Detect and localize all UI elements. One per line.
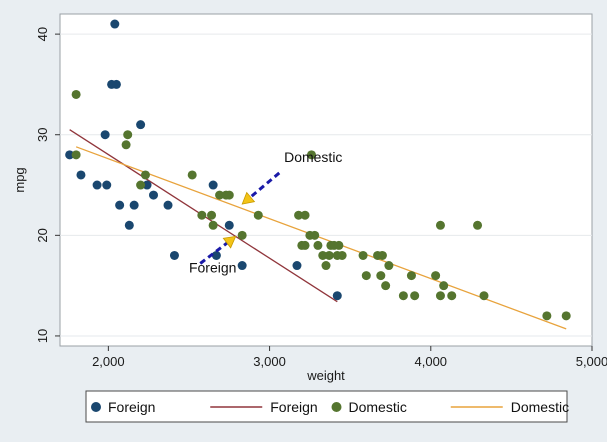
domestic-annotation-arrow-shaft	[249, 171, 281, 199]
legend-domestic-label: Domestic	[349, 399, 407, 415]
foreign-point	[332, 291, 342, 301]
domestic-point	[384, 261, 394, 271]
gridlines	[60, 33, 592, 337]
domestic-annotation-label: Domestic	[284, 149, 342, 165]
domestic-point	[334, 240, 344, 250]
domestic-point	[224, 190, 234, 200]
domestic-point	[561, 311, 571, 321]
domestic-point	[439, 281, 449, 291]
foreign-point	[115, 200, 125, 210]
domestic-point	[71, 150, 81, 160]
foreign-annotation-arrow-shaft	[199, 241, 228, 265]
legend-foreign-marker	[91, 402, 101, 412]
domestic-point	[215, 190, 225, 200]
y-tick-label: 30	[35, 127, 50, 141]
y-tick-label: 20	[35, 228, 50, 242]
domestic-point	[310, 230, 320, 240]
domestic-point	[207, 210, 217, 220]
legend-domestic-marker	[331, 402, 342, 412]
foreign-point	[100, 130, 110, 140]
foreign-point	[237, 261, 247, 271]
domestic-point	[431, 271, 441, 281]
plot-area	[59, 13, 593, 347]
domestic-point	[197, 210, 207, 220]
domestic-point	[377, 250, 387, 260]
domestic-point	[542, 311, 552, 321]
domestic-point	[324, 250, 334, 260]
domestic-point	[337, 250, 347, 260]
domestic-annotation-arrowhead	[241, 191, 256, 205]
annotations: Domestic Foreign	[189, 149, 342, 276]
domestic-point	[358, 250, 368, 260]
domestic-point	[306, 150, 316, 160]
domestic-point	[381, 281, 391, 291]
x-tick-label: 2,000	[92, 354, 125, 369]
domestic-point	[398, 291, 408, 301]
foreign-point	[65, 150, 75, 160]
foreign-point	[163, 200, 173, 210]
foreign-point	[142, 180, 152, 190]
domestic-point	[136, 180, 146, 190]
foreign-point	[208, 180, 218, 190]
domestic-point	[435, 220, 445, 230]
domestic-point	[237, 230, 247, 240]
domestic-point	[435, 291, 445, 301]
domestic-point	[376, 271, 386, 281]
legend-domestic-fit-label: Domestic	[511, 399, 569, 415]
foreign-point	[292, 261, 302, 271]
domestic-point	[300, 210, 310, 220]
domestic-point	[318, 250, 328, 260]
foreign-annotation-arrowhead	[222, 235, 237, 249]
domestic-point	[361, 271, 371, 281]
foreign-point	[92, 180, 102, 190]
y-tick-label: 10	[35, 329, 50, 343]
domestic-point	[71, 89, 81, 99]
x-tick-label: 5,000	[576, 354, 607, 369]
domestic-point	[410, 291, 420, 301]
foreign-point	[136, 120, 146, 130]
foreign-point	[149, 190, 159, 200]
x-tick-label: 3,000	[253, 354, 286, 369]
foreign-point	[110, 19, 120, 29]
domestic-point	[294, 210, 304, 220]
domestic-point	[140, 170, 150, 180]
foreign-point	[224, 220, 234, 230]
domestic-point	[473, 220, 483, 230]
domestic-point	[253, 210, 263, 220]
legend-foreign-label: Foreign	[108, 399, 155, 415]
x-axis-title: weight	[306, 368, 345, 383]
foreign-point	[211, 250, 221, 260]
legend: Foreign Foreign Domestic Domestic	[85, 390, 569, 423]
foreign-point	[124, 220, 134, 230]
domestic-point	[447, 291, 457, 301]
foreign-point	[102, 180, 112, 190]
foreign-annotation-label: Foreign	[189, 260, 236, 276]
domestic-point	[479, 291, 489, 301]
domestic-point	[187, 170, 197, 180]
domestic-point	[208, 220, 218, 230]
y-axis-title: mpg	[12, 167, 27, 192]
foreign-point	[111, 79, 121, 89]
domestic-point	[121, 140, 131, 150]
foreign-point	[169, 250, 179, 260]
domestic-point	[321, 261, 331, 271]
foreign-point	[129, 200, 139, 210]
foreign-point	[76, 170, 86, 180]
domestic-point	[406, 271, 416, 281]
axis-ticks: 10 20 30 40 2,000 3,000 4,000 5,000	[35, 27, 607, 369]
domestic-point	[123, 130, 133, 140]
domestic-point	[313, 240, 323, 250]
legend-foreign-fit-label: Foreign	[270, 399, 317, 415]
y-tick-label: 40	[35, 27, 50, 41]
data-points	[65, 19, 571, 321]
x-tick-label: 4,000	[415, 354, 448, 369]
domestic-point	[300, 240, 310, 250]
